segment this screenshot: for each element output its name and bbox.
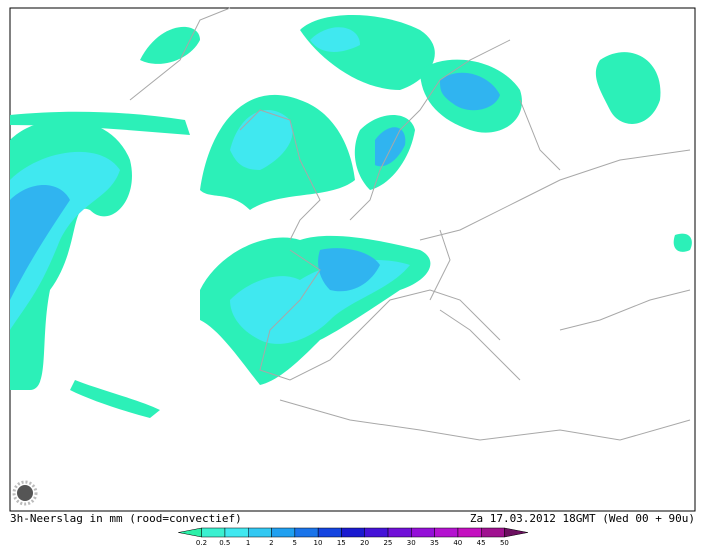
legend-label: 2 xyxy=(269,539,273,546)
legend-arrow xyxy=(504,527,528,538)
legend-label: 5 xyxy=(292,539,296,546)
legend-label: 1 xyxy=(246,539,250,546)
coastlines xyxy=(129,7,691,441)
legend-swatch xyxy=(434,527,459,538)
legend-label: 0.5 xyxy=(219,539,230,546)
map xyxy=(9,7,696,512)
legend-label: 10 xyxy=(314,539,323,546)
legend-swatch xyxy=(341,527,366,538)
legend-swatch xyxy=(271,527,296,538)
legend-swatch xyxy=(294,527,319,538)
legend-swatch xyxy=(248,527,272,538)
legend-label: 0.2 xyxy=(196,539,207,546)
legend-swatch xyxy=(224,527,249,538)
legend-swatch xyxy=(364,527,389,538)
caption-left: 3h-Neerslag in mm (rood=convectief) xyxy=(10,512,242,525)
legend-swatch xyxy=(317,527,342,538)
legend-swatch xyxy=(457,527,482,538)
logo xyxy=(12,480,38,506)
legend-label: 50 xyxy=(500,539,509,546)
legend-label: 40 xyxy=(453,539,462,546)
legend-swatch xyxy=(387,527,412,538)
precipitation xyxy=(10,15,692,418)
legend-swatch xyxy=(201,527,226,538)
legend-swatch xyxy=(411,527,435,538)
legend-swatch xyxy=(481,527,505,538)
legend-label: 15 xyxy=(337,539,346,546)
legend-label: 25 xyxy=(383,539,392,546)
caption-right: Za 17.03.2012 18GMT (Wed 00 + 90u) xyxy=(470,512,695,525)
legend-label: 35 xyxy=(430,539,439,546)
legend-label: 20 xyxy=(360,539,369,546)
legend-label: 45 xyxy=(477,539,486,546)
legend-label: 30 xyxy=(407,539,416,546)
color-legend: 0.2 0.5 1 2 5 10 15 20 25 30 35 40 45 50 xyxy=(178,527,528,546)
